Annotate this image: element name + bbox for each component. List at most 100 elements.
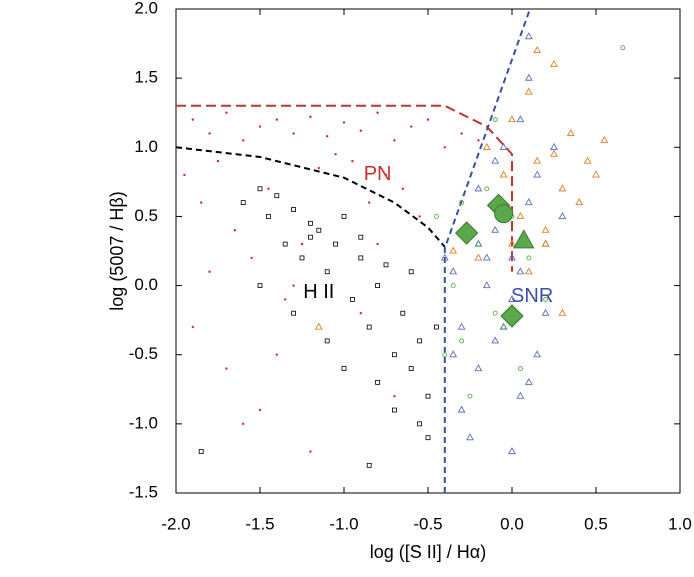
point xyxy=(443,146,446,149)
point xyxy=(474,364,483,372)
point xyxy=(466,433,474,441)
point xyxy=(541,225,550,233)
point xyxy=(482,253,491,261)
point xyxy=(401,187,404,190)
point xyxy=(242,139,245,142)
point xyxy=(620,45,626,51)
point xyxy=(316,227,322,233)
point xyxy=(526,255,532,261)
point xyxy=(524,377,533,385)
point xyxy=(516,212,525,219)
point xyxy=(477,139,480,142)
point xyxy=(341,214,347,219)
point xyxy=(324,338,330,344)
point xyxy=(440,253,449,261)
point xyxy=(491,156,500,164)
point xyxy=(258,408,262,412)
annotation: SNR xyxy=(511,285,553,307)
point xyxy=(391,407,397,413)
point xyxy=(393,395,396,398)
point xyxy=(342,121,346,124)
point xyxy=(317,166,320,170)
point xyxy=(558,184,567,192)
point xyxy=(183,173,186,177)
point xyxy=(242,422,245,426)
point xyxy=(516,115,525,123)
point xyxy=(583,156,592,164)
y-tick-label: 2.0 xyxy=(134,0,158,17)
point xyxy=(541,308,550,316)
point xyxy=(508,294,516,302)
point xyxy=(376,111,379,114)
point xyxy=(508,115,516,123)
y-tick-label: 1.5 xyxy=(134,68,158,87)
point xyxy=(383,262,389,268)
point xyxy=(208,132,211,135)
plot-frame xyxy=(175,8,681,494)
point xyxy=(550,142,558,150)
point xyxy=(433,213,439,219)
point xyxy=(484,186,490,192)
x-tick-label: -1.0 xyxy=(329,514,358,533)
x-tick-label: -2.0 xyxy=(161,514,190,533)
point xyxy=(309,115,312,119)
y-tick-label: 0.5 xyxy=(134,206,158,225)
y-tick-label: -0.5 xyxy=(129,344,158,363)
point xyxy=(291,310,297,316)
point xyxy=(494,204,514,224)
point xyxy=(575,198,584,206)
y-axis-label: log (5007 / Hβ) xyxy=(107,191,127,310)
point xyxy=(408,366,414,371)
point xyxy=(524,87,533,95)
point xyxy=(351,159,354,163)
x-tick-label: -1.5 xyxy=(245,514,274,533)
point xyxy=(517,366,523,371)
point xyxy=(482,281,491,289)
boundary-line xyxy=(443,8,531,493)
x-tick-label: -0.5 xyxy=(413,514,442,533)
point xyxy=(533,46,542,54)
point xyxy=(324,269,330,275)
point xyxy=(359,129,362,132)
point xyxy=(467,393,473,399)
point xyxy=(426,118,430,121)
point xyxy=(375,283,381,288)
point xyxy=(258,125,262,128)
point xyxy=(474,184,483,192)
point xyxy=(417,338,423,344)
point xyxy=(198,449,204,454)
point xyxy=(333,241,339,247)
point xyxy=(550,149,558,157)
point xyxy=(491,225,500,233)
point xyxy=(500,304,524,328)
point xyxy=(284,298,287,301)
point xyxy=(349,296,355,302)
point xyxy=(499,170,508,178)
point xyxy=(291,207,297,212)
point xyxy=(449,246,458,254)
point xyxy=(208,270,211,273)
point xyxy=(425,435,431,441)
point xyxy=(375,379,381,385)
point xyxy=(516,391,525,399)
point xyxy=(368,201,371,204)
point xyxy=(257,186,263,192)
point xyxy=(501,324,507,330)
point xyxy=(225,111,228,114)
x-axis-label: log ([S II] / Hα) xyxy=(370,542,486,562)
point xyxy=(358,234,364,240)
point xyxy=(558,212,567,219)
point xyxy=(267,187,270,190)
point xyxy=(459,338,465,344)
point xyxy=(299,255,305,261)
point xyxy=(376,242,379,246)
point xyxy=(400,310,406,316)
point xyxy=(499,142,508,150)
point xyxy=(450,283,456,289)
point xyxy=(275,118,278,121)
boundary-line xyxy=(176,104,513,272)
point xyxy=(191,325,194,329)
point xyxy=(541,239,550,247)
point xyxy=(384,173,388,177)
